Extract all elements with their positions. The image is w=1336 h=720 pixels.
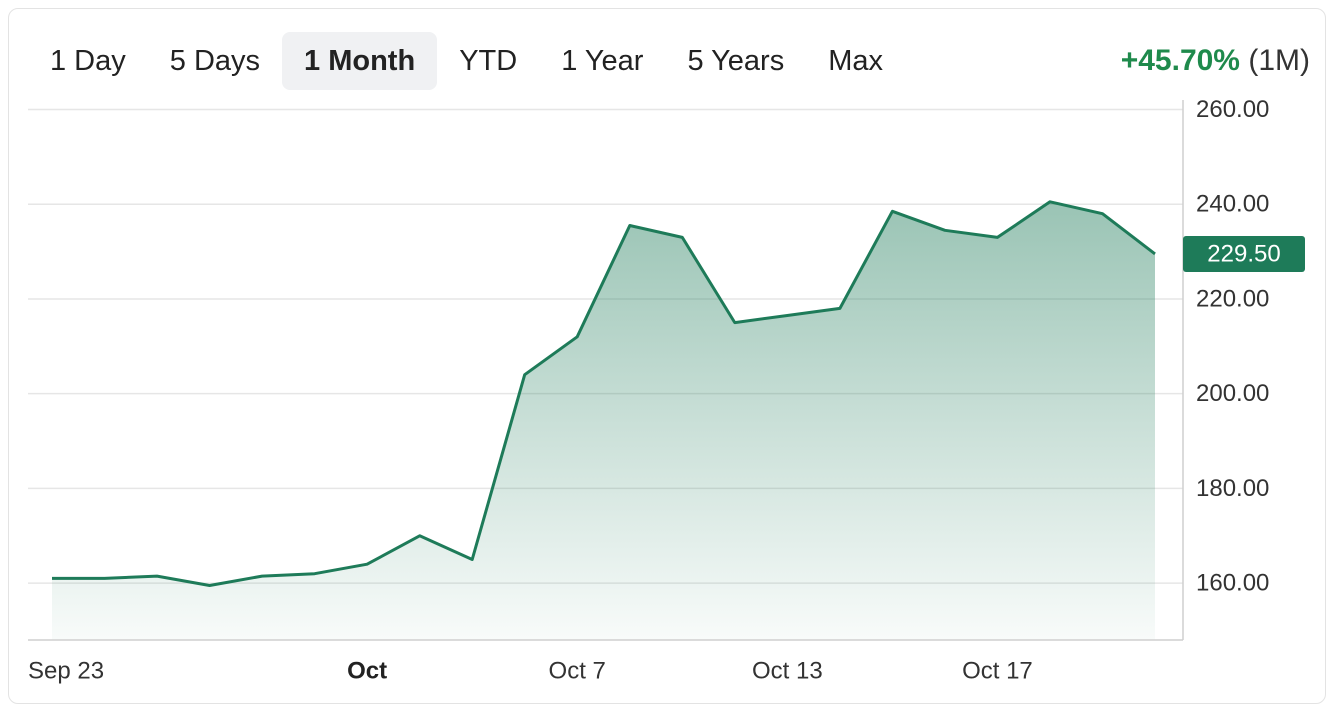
change-period: (1M) — [1248, 44, 1310, 77]
price-line — [52, 200, 1156, 587]
last-price-badge: 229.50 — [1183, 235, 1305, 272]
last-price-badge-bg — [1183, 235, 1305, 272]
x-tick-label: Oct 7 — [549, 658, 606, 685]
price-change: +45.70% (1M) — [1121, 32, 1310, 90]
change-percent: +45.70% — [1120, 44, 1240, 77]
x-axis-ticks: Sep 23 Oct Oct 7 Oct 13 Oct 17 — [28, 658, 1033, 685]
y-tick-label: 220.00 — [1196, 285, 1269, 312]
price-area — [52, 201, 1155, 641]
last-price-label: 229.50 — [1207, 240, 1280, 267]
y-axis-ticks: 260.00 240.00 220.00 200.00 180.00 160.00 — [1196, 96, 1269, 597]
y-tick-label: 180.00 — [1196, 475, 1269, 502]
tab-1-month[interactable]: 1 Month — [282, 32, 438, 90]
tab-ytd[interactable]: YTD — [459, 45, 518, 77]
x-tick-label: Oct — [347, 658, 387, 685]
x-tick-label: Oct 17 — [962, 658, 1033, 685]
tab-5-days[interactable]: 5 Days — [169, 45, 261, 77]
y-tick-label: 200.00 — [1196, 380, 1269, 407]
range-tabs: 1 Day 5 Days 1 Month YTD 1 Year 5 Years … — [28, 32, 905, 90]
y-tick-label: 260.00 — [1196, 96, 1269, 123]
tab-max[interactable]: Max — [828, 45, 884, 77]
x-tick-label: Oct 13 — [752, 658, 823, 685]
tab-1-year[interactable]: 1 Year — [561, 45, 644, 77]
x-tick-label: Sep 23 — [28, 658, 104, 685]
tab-5-years[interactable]: 5 Years — [687, 45, 785, 77]
y-tick-label: 160.00 — [1196, 570, 1269, 597]
tab-1-day[interactable]: 1 Day — [50, 45, 126, 77]
y-tick-label: 240.00 — [1196, 191, 1269, 218]
